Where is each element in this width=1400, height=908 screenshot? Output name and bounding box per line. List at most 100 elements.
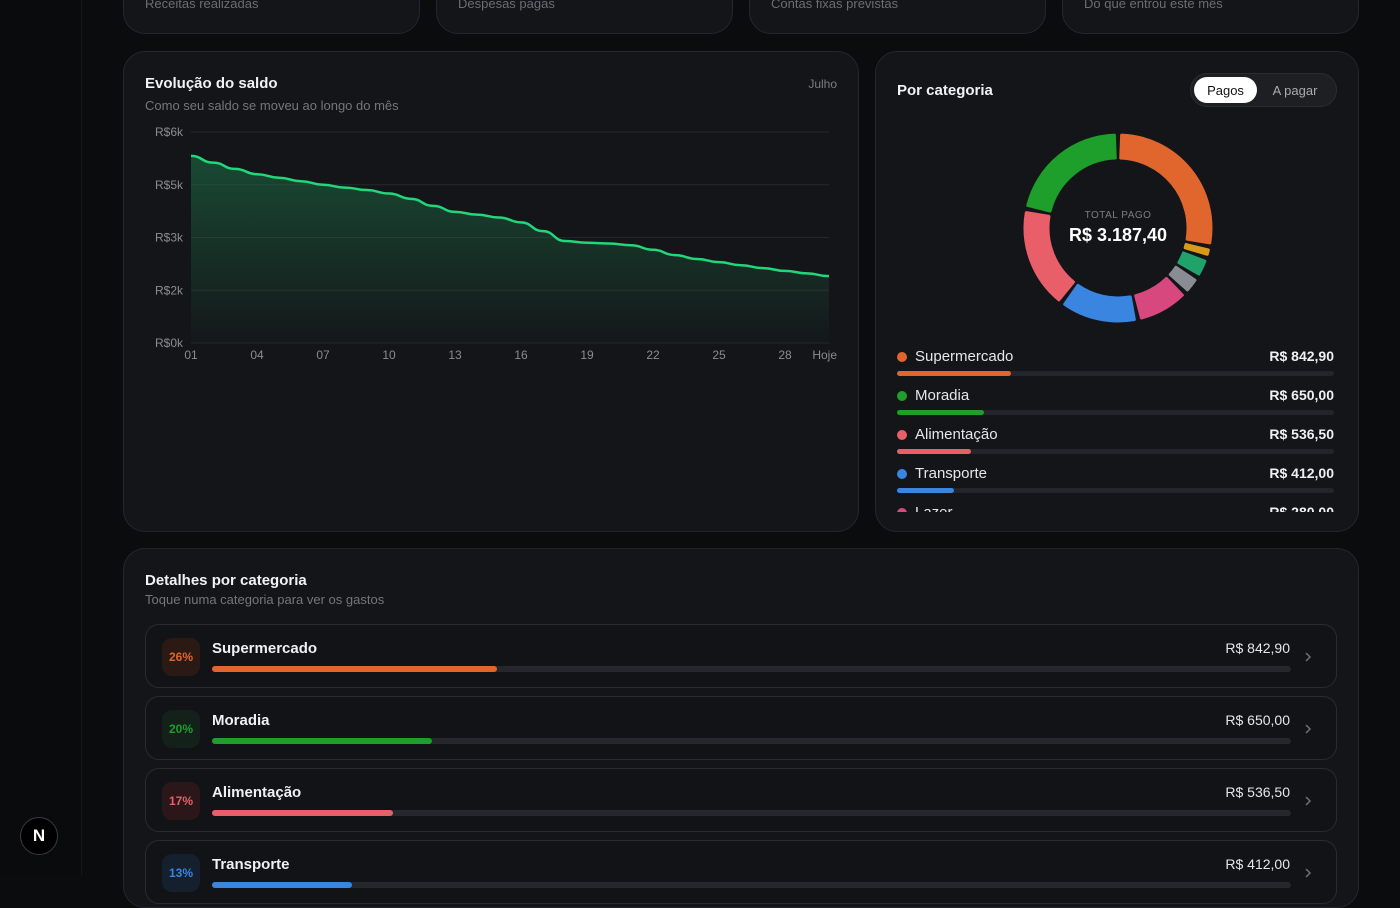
- x-tick-label: 22: [646, 348, 660, 362]
- detalhe-amount: R$ 412,00: [1225, 856, 1290, 872]
- detalhe-row-supermercado[interactable]: 26% Supermercado R$ 842,90: [145, 624, 1337, 688]
- y-tick-label: R$0k: [155, 336, 184, 350]
- categoria-bar-track: [897, 410, 1334, 415]
- detalhes-title: Detalhes por categoria: [145, 572, 307, 589]
- detalhe-amount: R$ 842,90: [1225, 640, 1290, 656]
- detalhe-name: Supermercado: [212, 640, 318, 657]
- chevron-right-icon: [1305, 724, 1312, 734]
- detalhe-row-transporte[interactable]: 13% Transporte R$ 412,00: [145, 840, 1337, 904]
- detalhe-row-alimentacao[interactable]: 17% Alimentação R$ 536,50: [145, 768, 1337, 832]
- saldo-card: Evolução do saldo Como seu saldo se move…: [123, 51, 859, 532]
- donut-segment: [1026, 133, 1117, 213]
- categoria-bar-fill: [897, 371, 1011, 376]
- x-tick-label: 01: [184, 348, 198, 362]
- categoria-name: Lazer: [915, 504, 953, 512]
- categoria-item[interactable]: Transporte R$ 412,00: [897, 465, 1334, 504]
- detalhe-name: Transporte: [212, 856, 290, 873]
- categoria-name: Alimentação: [915, 426, 998, 443]
- categoria-list: Supermercado R$ 842,90 Moradia R$ 650,00…: [897, 348, 1334, 512]
- detalhe-name: Alimentação: [212, 784, 302, 801]
- detalhes-subtitle: Toque numa categoria para ver os gastos: [145, 592, 385, 607]
- categoria-amount: R$ 412,00: [1269, 465, 1334, 481]
- saldo-subtitle: Como seu saldo se moveu ao longo do mês: [145, 98, 399, 113]
- nextjs-dev-badge[interactable]: N: [20, 817, 58, 855]
- categoria-bar-track: [897, 449, 1334, 454]
- categoria-bar-fill: [897, 449, 972, 454]
- categoria-name: Moradia: [915, 387, 970, 404]
- categoria-name: Transporte: [915, 465, 987, 482]
- detalhes-card: Detalhes por categoria Toque numa catego…: [123, 548, 1359, 908]
- donut-chart: TOTAL PAGO R$ 3.187,40: [1020, 130, 1216, 326]
- toggle-pagos[interactable]: Pagos: [1194, 77, 1257, 103]
- categoria-card: Por categoria Pagos A pagar TOTAL PAGO R…: [875, 51, 1359, 532]
- detalhe-amount: R$ 650,00: [1225, 712, 1290, 728]
- detalhe-bar-track: [212, 882, 1291, 888]
- percent-badge: 20%: [162, 710, 200, 748]
- percent-badge: 17%: [162, 782, 200, 820]
- x-tick-label: 28: [778, 348, 792, 362]
- chevron-right-icon: [1305, 652, 1312, 662]
- category-dot: [897, 469, 907, 479]
- saldo-chart: R$0k R$2k R$3k R$5k R$6k 01 04 07 10 13 16 19 22 25 2…: [155, 125, 837, 362]
- saldo-line: [190, 154, 830, 278]
- donut-segment: [1134, 277, 1184, 320]
- detalhe-row-moradia[interactable]: 20% Moradia R$ 650,00: [145, 696, 1337, 760]
- x-tick-label: 16: [514, 348, 528, 362]
- x-tick-label: 13: [448, 348, 462, 362]
- categoria-bar-track: [897, 488, 1334, 493]
- categoria-item[interactable]: Moradia R$ 650,00: [897, 387, 1334, 426]
- stat-label: Receitas realizadas: [145, 0, 259, 11]
- stat-label: Contas fixas previstas: [771, 0, 899, 11]
- x-tick-label: 25: [712, 348, 726, 362]
- stat-card-receitas[interactable]: Receitas realizadas: [123, 0, 420, 34]
- category-dot: [897, 508, 907, 512]
- categoria-item[interactable]: Lazer R$ 280,00: [897, 504, 1334, 512]
- stat-label: Despesas pagas: [458, 0, 555, 11]
- categoria-amount: R$ 280,00: [1269, 504, 1334, 512]
- categoria-title: Por categoria: [897, 82, 993, 99]
- detalhe-amount: R$ 536,50: [1225, 784, 1290, 800]
- saldo-month: Julho: [808, 77, 837, 91]
- y-tick-label: R$5k: [155, 178, 184, 192]
- pagos-apagar-toggle: Pagos A pagar: [1190, 73, 1337, 107]
- donut-total-label: TOTAL PAGO: [1084, 210, 1152, 221]
- x-tick-label: Hoje: [812, 348, 837, 362]
- categoria-item[interactable]: Alimentação R$ 536,50: [897, 426, 1334, 465]
- percent-badge: 13%: [162, 854, 200, 892]
- chevron-right-icon: [1305, 796, 1312, 806]
- detalhe-bar-fill: [212, 810, 394, 816]
- detalhe-bar-track: [212, 666, 1291, 672]
- categoria-name: Supermercado: [915, 348, 1014, 365]
- y-tick-label: R$6k: [155, 125, 184, 139]
- x-tick-label: 04: [250, 348, 264, 362]
- saldo-area: [191, 155, 829, 343]
- x-tick-label: 10: [382, 348, 396, 362]
- category-dot: [897, 430, 907, 440]
- detalhe-bar-fill: [212, 738, 433, 744]
- stat-card-contas-fixas[interactable]: Contas fixas previstas: [749, 0, 1046, 34]
- stat-card-entrou[interactable]: Do que entrou este mês: [1062, 0, 1359, 34]
- detalhe-bar-fill: [212, 666, 497, 672]
- donut-segment: [1183, 243, 1210, 256]
- x-tick-label: 19: [580, 348, 594, 362]
- x-tick-label: 07: [316, 348, 330, 362]
- toggle-a-pagar[interactable]: A pagar: [1272, 82, 1318, 98]
- detalhe-bar-track: [212, 738, 1291, 744]
- detalhe-name: Moradia: [212, 712, 270, 729]
- categoria-bar-fill: [897, 488, 954, 493]
- stat-card-despesas[interactable]: Despesas pagas: [436, 0, 733, 34]
- y-tick-label: R$3k: [155, 231, 184, 245]
- detalhe-bar-track: [212, 810, 1291, 816]
- categoria-item[interactable]: Supermercado R$ 842,90: [897, 348, 1334, 387]
- donut-segment: [1063, 283, 1136, 323]
- category-dot: [897, 391, 907, 401]
- sidebar: [0, 0, 82, 875]
- detalhe-bar-fill: [212, 882, 353, 888]
- stat-label: Do que entrou este mês: [1084, 0, 1223, 11]
- donut-segment: [1119, 133, 1213, 245]
- donut-segment: [1168, 265, 1197, 292]
- y-tick-label: R$2k: [155, 283, 184, 297]
- categoria-amount: R$ 842,90: [1269, 348, 1334, 364]
- donut-total-value: R$ 3.187,40: [1068, 225, 1168, 245]
- categoria-amount: R$ 536,50: [1269, 426, 1334, 442]
